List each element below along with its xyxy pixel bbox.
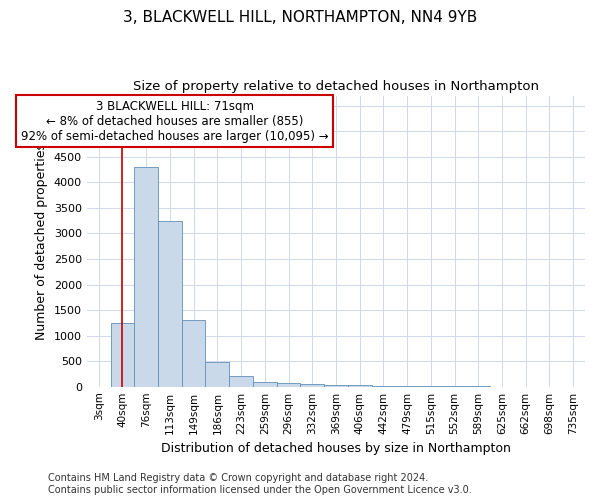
Text: Contains HM Land Registry data © Crown copyright and database right 2024.
Contai: Contains HM Land Registry data © Crown c… <box>48 474 472 495</box>
Bar <box>158 220 182 386</box>
Bar <box>134 167 158 386</box>
Bar <box>324 384 348 386</box>
Bar <box>348 385 371 386</box>
Bar <box>229 376 253 386</box>
Bar <box>253 382 277 386</box>
Y-axis label: Number of detached properties: Number of detached properties <box>35 142 49 340</box>
Text: 3, BLACKWELL HILL, NORTHAMPTON, NN4 9YB: 3, BLACKWELL HILL, NORTHAMPTON, NN4 9YB <box>123 10 477 25</box>
Text: 3 BLACKWELL HILL: 71sqm
← 8% of detached houses are smaller (855)
92% of semi-de: 3 BLACKWELL HILL: 71sqm ← 8% of detached… <box>21 100 328 142</box>
Bar <box>205 362 229 386</box>
Bar <box>182 320 205 386</box>
X-axis label: Distribution of detached houses by size in Northampton: Distribution of detached houses by size … <box>161 442 511 455</box>
Title: Size of property relative to detached houses in Northampton: Size of property relative to detached ho… <box>133 80 539 93</box>
Bar <box>277 383 301 386</box>
Bar <box>110 323 134 386</box>
Bar <box>301 384 324 386</box>
